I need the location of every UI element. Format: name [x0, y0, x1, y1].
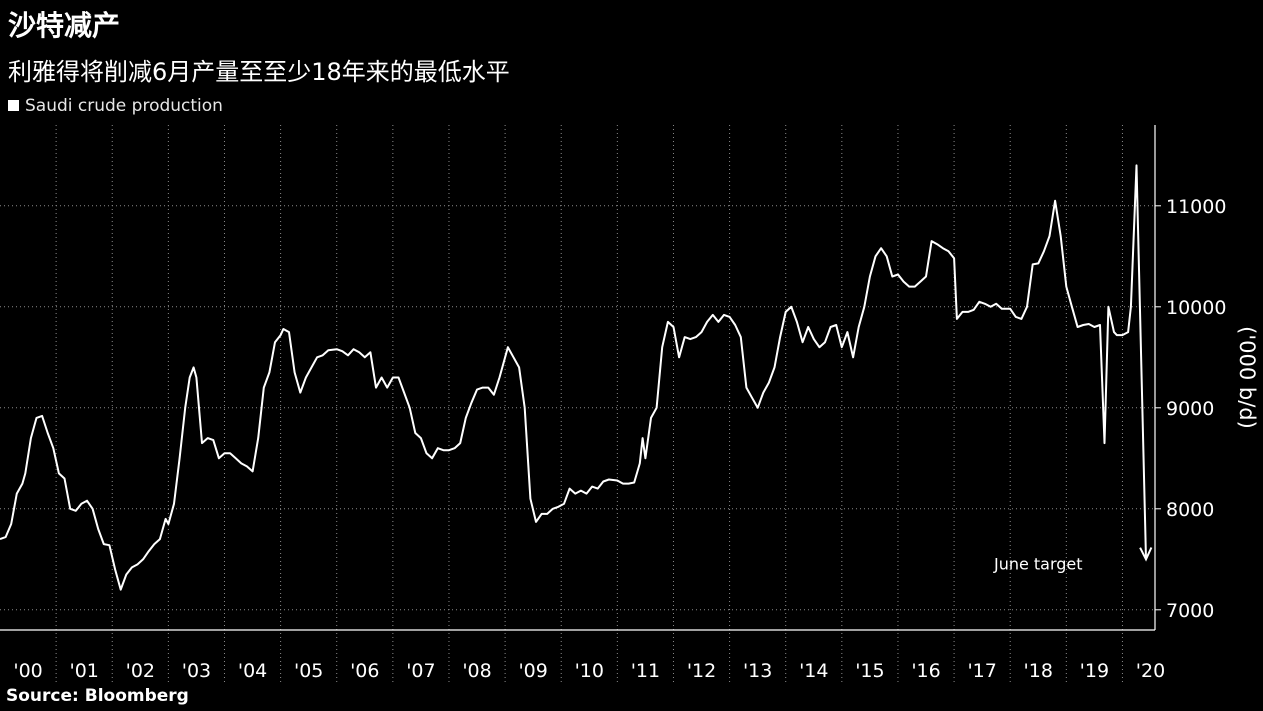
- x-tick-label: '13: [743, 660, 772, 682]
- grid-lines: [0, 125, 1155, 682]
- y-tick-label: 10000: [1166, 297, 1226, 319]
- x-tick-label: '01: [69, 660, 98, 682]
- chart-legend: Saudi crude production: [8, 96, 223, 116]
- x-tick-label: '19: [1080, 660, 1109, 682]
- x-tick-label: '09: [518, 660, 547, 682]
- x-tick-label: '04: [238, 660, 267, 682]
- legend-swatch: [8, 100, 19, 111]
- x-tick-label: '17: [967, 660, 996, 682]
- x-tick-label: '06: [350, 660, 379, 682]
- x-axis: '00 '01 '02 '03 '04 '05 '06 '07 '08 '09 '10 '11 '12 '…: [0, 629, 1165, 682]
- y-tick-label: 7000: [1166, 600, 1214, 622]
- x-tick-label: '16: [911, 660, 940, 682]
- legend-label: Saudi crude production: [25, 96, 223, 116]
- x-tick-label: '11: [631, 660, 660, 682]
- x-tick-label: '10: [575, 660, 604, 682]
- x-tick-label: '12: [687, 660, 716, 682]
- chart-title: 沙特减产: [8, 9, 121, 42]
- series-line-saudi-crude-production: [0, 164, 1147, 591]
- x-tick-label: '20: [1136, 660, 1165, 682]
- x-tick-label: '03: [182, 660, 211, 682]
- plot-area: June target: [0, 164, 1153, 591]
- source-note: Source: Bloomberg: [6, 686, 189, 706]
- x-tick-label: '18: [1024, 660, 1053, 682]
- x-tick-label: '08: [462, 660, 491, 682]
- chart-subtitle: 利雅得将削减6月产量至至少18年来的最低水平: [8, 58, 510, 86]
- y-tick-label: 8000: [1166, 499, 1214, 521]
- x-tick-label: '07: [406, 660, 435, 682]
- y-tick-label: 9000: [1166, 398, 1214, 420]
- y-tick-label: 11000: [1166, 196, 1226, 218]
- x-tick-label: '02: [126, 660, 155, 682]
- x-tick-label: '00: [13, 660, 42, 682]
- june-target-arrowhead: [1139, 547, 1153, 562]
- x-tick-label: '15: [855, 660, 884, 682]
- y-axis: 7000 8000 9000 10000 11000 ('000 b/d): [1154, 125, 1259, 630]
- x-tick-label: '14: [799, 660, 828, 682]
- annotation-june-target: June target: [993, 554, 1083, 573]
- y-axis-title: ('000 b/d): [1235, 326, 1259, 429]
- x-tick-label: '05: [294, 660, 323, 682]
